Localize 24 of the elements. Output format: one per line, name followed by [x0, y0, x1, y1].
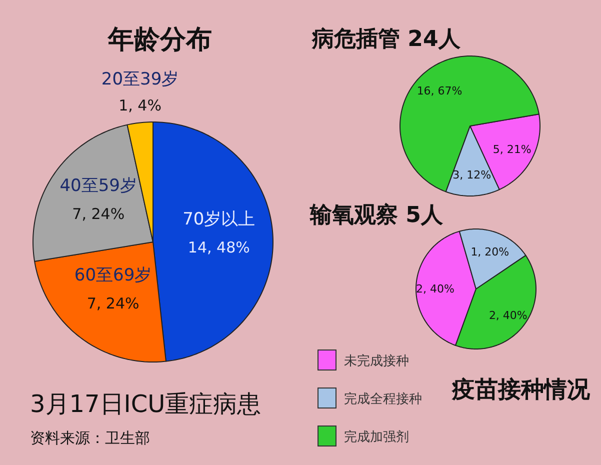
data-label: 16, 67%	[416, 84, 462, 98]
data-label: 3, 12%	[452, 168, 492, 182]
slice-label: 70岁以上	[182, 209, 256, 230]
data-label: 1, 20%	[470, 246, 510, 259]
text: 资料来源：卫生部	[30, 429, 150, 447]
slice-label: 60至69岁	[74, 266, 152, 286]
legend-title: 疫苗接种情况	[451, 377, 591, 403]
data-label: 5, 21%	[492, 143, 532, 156]
data-label: 14, 48%	[188, 238, 250, 256]
pie-slice	[400, 56, 540, 192]
slice-label: 40至59岁	[60, 176, 138, 196]
chart-title: 输氧观察 5人	[309, 202, 444, 228]
data-label: 2, 40%	[488, 309, 528, 322]
legend-label: 未完成接种	[344, 353, 409, 369]
data-label: 7, 24%	[72, 204, 125, 223]
data-label: 2, 40%	[416, 282, 454, 296]
legend-label: 完成加强剂	[344, 429, 409, 445]
text: 3月17日ICU重症病患	[30, 390, 262, 418]
chart-title: 病危插管 24人	[311, 27, 462, 52]
data-label: 1, 4%	[118, 96, 162, 115]
legend-label: 完成全程接种	[344, 391, 422, 407]
chart-title: 年龄分布	[107, 25, 212, 55]
data-label: 7, 24%	[86, 294, 140, 313]
slice-label: 20至39岁	[101, 70, 179, 90]
